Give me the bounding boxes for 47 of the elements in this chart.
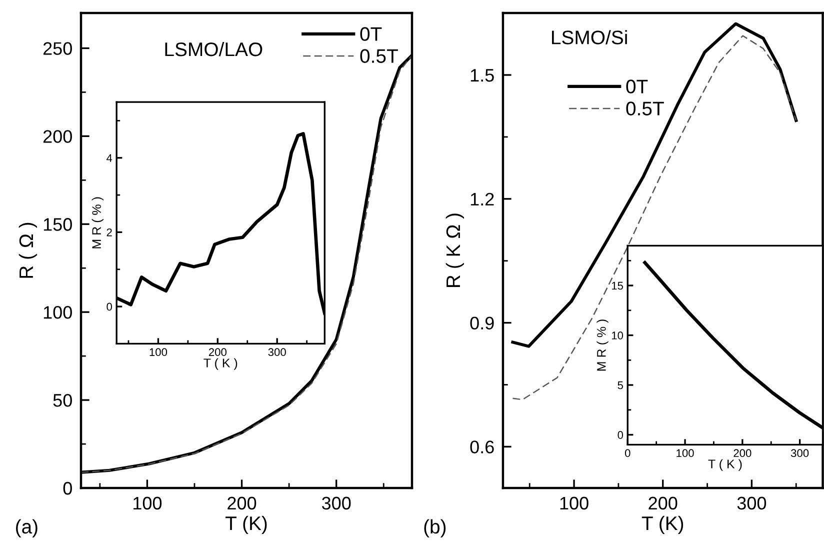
x-tick-label: 100 xyxy=(150,348,168,356)
y-tick-label: 0 xyxy=(63,482,72,495)
y-axis-title: R ( K Ω ) xyxy=(446,214,464,287)
y-tick-label: 15 xyxy=(612,282,624,290)
y-tick-label: 50 xyxy=(53,394,72,407)
x-tick-label: 100 xyxy=(676,449,694,458)
legend-label: 0.5T xyxy=(360,49,398,63)
y-tick-label: 0 xyxy=(618,431,624,439)
y-tick-label: 2 xyxy=(106,228,112,236)
x-tick-label: 100 xyxy=(560,496,588,510)
y-tick-label: 250 xyxy=(43,42,72,55)
annotation: LSMO/LAO xyxy=(165,42,262,56)
line-series xyxy=(511,22,798,348)
x-tick-label: 200 xyxy=(208,348,226,356)
y-tick-label: 0.6 xyxy=(470,440,494,454)
y-tick-label: 150 xyxy=(44,218,72,231)
y-axis-title: M R ( % ) xyxy=(596,320,608,371)
x-axis-title: T (K) xyxy=(642,516,684,534)
y-tick-label: 4 xyxy=(106,154,112,162)
y-axis-title: M R ( % ) xyxy=(92,197,104,248)
x-tick-label: 300 xyxy=(322,496,351,510)
x-tick-label: 100 xyxy=(134,496,162,510)
y-tick-label: 100 xyxy=(44,306,72,319)
x-axis-title: T ( K ) xyxy=(708,459,742,471)
legend-label: 0T xyxy=(360,27,382,41)
y-axis-title: R ( Ω ) xyxy=(18,222,37,278)
x-tick-label: 300 xyxy=(790,449,809,458)
y-tick-label: 200 xyxy=(43,130,72,143)
x-axis-title: T ( K ) xyxy=(204,358,238,370)
y-tick-label: 10 xyxy=(612,332,624,340)
text: (a) xyxy=(16,519,38,538)
legend-label: 0T xyxy=(626,80,648,94)
y-tick-label: 1.5 xyxy=(470,69,494,82)
text: (b) xyxy=(424,519,446,538)
y-tick-label: 0 xyxy=(106,302,112,311)
y-tick-label: 0.9 xyxy=(470,316,494,330)
y-tick-label: 5 xyxy=(618,381,624,390)
x-tick-label: 200 xyxy=(228,496,256,510)
x-tick-label: 0 xyxy=(624,449,630,458)
legend-label: 0.5T xyxy=(626,102,664,116)
annotation: LSMO/Si xyxy=(552,30,627,44)
x-axis-title: T (K) xyxy=(226,516,267,534)
x-tick-label: 300 xyxy=(268,348,286,356)
x-tick-label: 200 xyxy=(648,496,678,510)
x-tick-label: 200 xyxy=(734,449,752,458)
y-tick-label: 1.2 xyxy=(470,192,494,206)
x-tick-label: 300 xyxy=(737,496,766,510)
